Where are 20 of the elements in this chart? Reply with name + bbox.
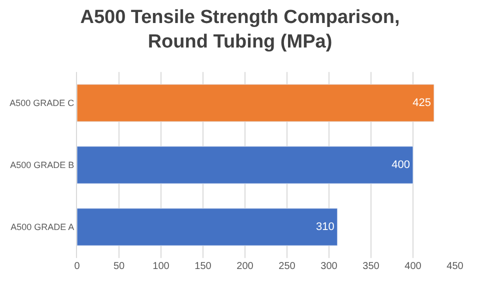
- y-tick-label: A500 GRADE B: [10, 160, 74, 170]
- chart-title: A500 Tensile Strength Comparison, Round Tubing (MPa): [80, 7, 400, 53]
- x-tick-label: 200: [236, 261, 254, 272]
- data-label: 425: [412, 97, 431, 109]
- bar: [77, 208, 338, 246]
- bar: [77, 84, 434, 122]
- data-label: 400: [392, 159, 410, 171]
- bar: [77, 146, 414, 184]
- x-tick-label: 250: [278, 261, 296, 272]
- x-tick-label: 150: [194, 261, 212, 272]
- y-tick-label: A500 GRADE C: [10, 98, 75, 108]
- x-tick-label: 450: [446, 261, 464, 272]
- x-tick-label: 0: [74, 261, 80, 272]
- x-tick-label: 50: [113, 261, 125, 272]
- x-tick-label: 400: [404, 261, 422, 272]
- x-tick-label: 100: [152, 261, 170, 272]
- y-tick-label: A500 GRADE A: [10, 222, 74, 232]
- data-label: 310: [316, 221, 334, 233]
- x-tick-label: 350: [362, 261, 380, 272]
- x-tick-label: 300: [320, 261, 338, 272]
